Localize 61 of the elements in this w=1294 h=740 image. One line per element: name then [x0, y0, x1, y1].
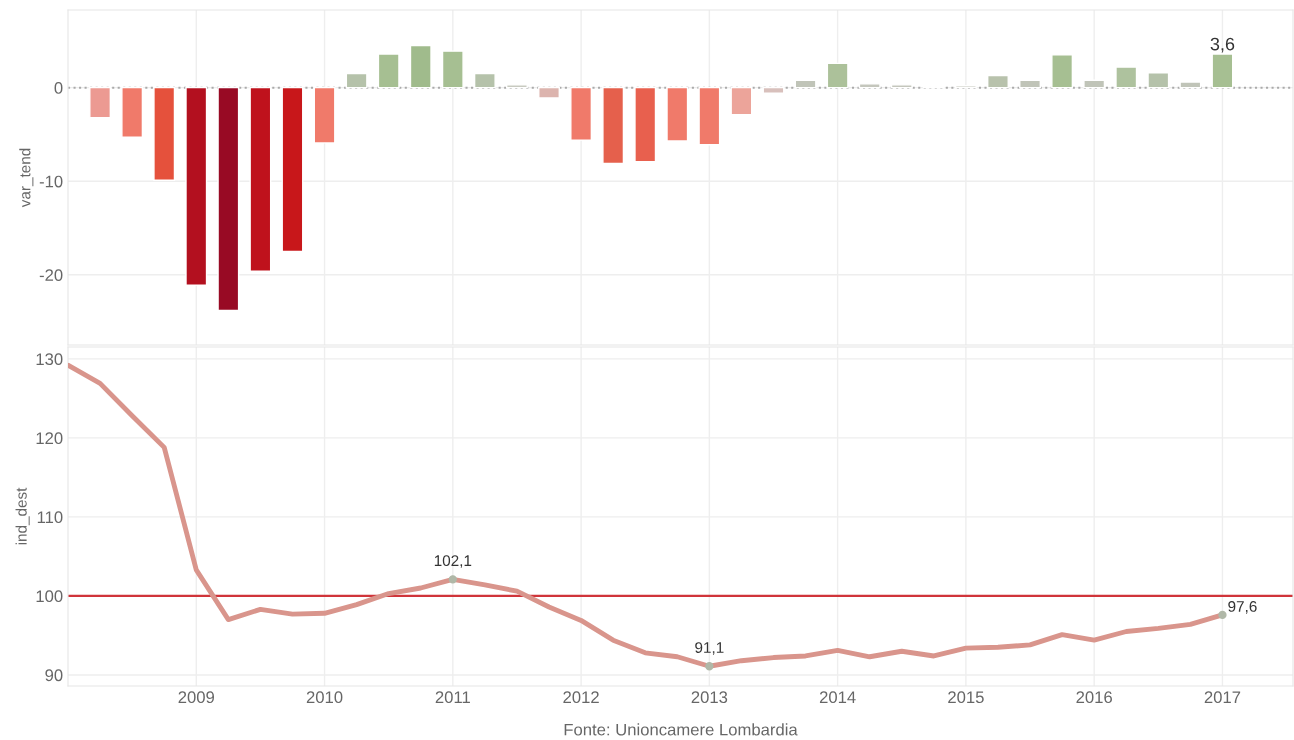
bar — [185, 86, 208, 286]
data-label: 102,1 — [434, 555, 472, 568]
bar — [1019, 79, 1041, 89]
y-tick-label: 110 — [37, 511, 63, 524]
x-tick-label: 2012 — [563, 691, 599, 704]
x-tick-label: 2010 — [306, 691, 343, 704]
bar — [153, 86, 176, 182]
x-tick-label: 2013 — [691, 691, 728, 704]
bar — [666, 86, 689, 142]
x-tick-label: 2016 — [1076, 691, 1112, 704]
data-label: 97,6 — [1228, 601, 1257, 614]
bar — [794, 79, 817, 89]
data-label: 91,1 — [695, 642, 724, 655]
y-tick-label: -10 — [39, 175, 63, 188]
y-axis-title: var_tend — [19, 148, 34, 208]
bar — [826, 62, 849, 89]
y-tick-label: 90 — [45, 669, 63, 682]
bar — [602, 86, 625, 165]
bar — [538, 86, 560, 99]
bar — [249, 86, 272, 272]
bar — [890, 84, 913, 89]
bar — [570, 86, 593, 141]
bar — [1211, 53, 1234, 89]
bar — [987, 74, 1009, 89]
y-tick-label: 100 — [36, 590, 63, 603]
bar — [1051, 54, 1074, 89]
bar — [409, 44, 432, 89]
bar — [217, 86, 240, 312]
bar — [698, 86, 721, 146]
bar — [281, 86, 304, 253]
bar — [1179, 81, 1202, 89]
bar — [634, 86, 657, 163]
point — [448, 575, 457, 584]
point — [1218, 610, 1227, 620]
bar — [121, 86, 144, 138]
y-tick-label: 130 — [36, 353, 63, 366]
bar — [377, 53, 400, 89]
bar — [762, 86, 785, 94]
x-tick-label: 2017 — [1204, 691, 1241, 704]
bar — [858, 83, 881, 89]
bar — [89, 86, 112, 119]
x-tick-label: 2009 — [178, 691, 215, 704]
data-label: 3,6 — [1210, 37, 1235, 53]
x-tick-label: 2014 — [819, 691, 856, 704]
bar — [1147, 72, 1170, 89]
bar — [313, 86, 336, 144]
source-note: Fonte: Unioncamere Lombardia — [564, 723, 798, 736]
bar — [473, 72, 496, 89]
y-tick-label: 120 — [36, 432, 63, 445]
y-tick-label: 0 — [54, 82, 63, 94]
x-tick-label: 2015 — [948, 691, 984, 704]
bar — [730, 86, 753, 116]
bar — [345, 72, 368, 89]
point — [705, 662, 714, 671]
bar — [1115, 66, 1138, 89]
y-tick-label: -20 — [39, 269, 63, 282]
bar — [505, 84, 528, 89]
x-tick-label: 2011 — [435, 691, 470, 704]
y-axis-title: ind_dest — [15, 487, 30, 545]
bar — [441, 50, 464, 89]
bar — [1083, 79, 1106, 89]
